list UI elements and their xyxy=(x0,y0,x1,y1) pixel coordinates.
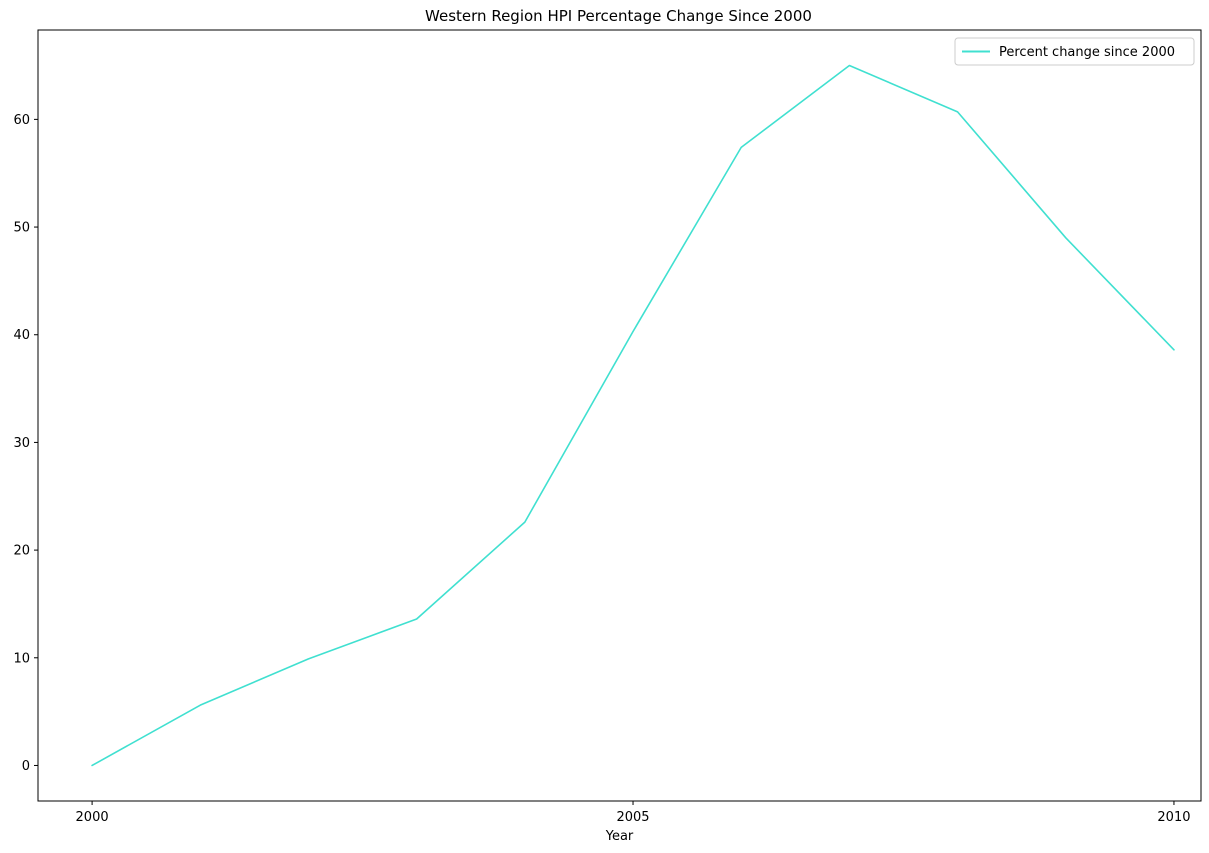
x-axis-label: Year xyxy=(605,829,634,844)
series-layer xyxy=(91,64,1175,767)
series-point xyxy=(524,521,526,523)
y-tick-label: 60 xyxy=(13,113,30,128)
series-point xyxy=(416,618,418,620)
series-line xyxy=(91,64,1175,767)
y-tick-label: 40 xyxy=(13,328,30,343)
legend-box xyxy=(954,37,1195,66)
legend: Percent change since 2000 xyxy=(954,37,1195,66)
y-axis: 0 10 20 30 40 50 60 xyxy=(13,113,38,774)
y-tick-label: 20 xyxy=(13,544,30,559)
series-point xyxy=(957,111,959,113)
series-point xyxy=(91,765,93,767)
y-tick-label: 10 xyxy=(13,651,30,666)
y-tick-label: 50 xyxy=(13,221,30,236)
x-tick-label: 2005 xyxy=(616,810,649,825)
series-point xyxy=(308,658,310,660)
series-point xyxy=(849,65,851,67)
x-axis: 2000 2005 2010 xyxy=(76,801,1191,825)
series-point xyxy=(1065,237,1067,239)
x-tick-label: 2000 xyxy=(76,810,109,825)
series-point xyxy=(199,704,201,706)
y-tick-label: 0 xyxy=(22,759,30,774)
series-point xyxy=(740,147,742,149)
y-tick-label: 30 xyxy=(13,436,30,451)
series-point xyxy=(632,331,634,333)
chart-title: Western Region HPI Percentage Change Sin… xyxy=(425,7,812,25)
plot-area xyxy=(37,29,1202,802)
x-tick-label: 2010 xyxy=(1157,810,1190,825)
legend-label: Percent change since 2000 xyxy=(999,45,1175,60)
series-point xyxy=(1173,349,1175,351)
